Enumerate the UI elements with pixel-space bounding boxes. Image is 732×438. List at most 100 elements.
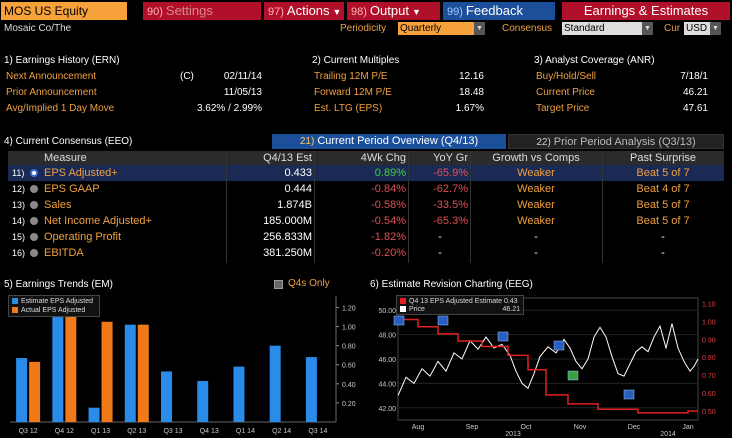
- forward-pe-label: Forward 12M P/E: [314, 87, 392, 98]
- row-growth: Weaker: [517, 167, 555, 179]
- ticker-field[interactable]: MOS US Equity: [1, 2, 127, 20]
- row-radio[interactable]: [30, 233, 38, 241]
- currency-select[interactable]: USD: [684, 22, 710, 35]
- left-tick-label: 42.00: [378, 406, 396, 413]
- event-marker-icon[interactable]: [497, 331, 509, 342]
- currency-dropdown-icon[interactable]: ▼: [710, 22, 721, 35]
- target-price-label: Target Price: [536, 103, 590, 114]
- bar-estimate[interactable]: [161, 371, 172, 422]
- consensus-select[interactable]: Standard: [562, 22, 642, 35]
- earnings-history-title[interactable]: 1) Earnings History (ERN): [4, 55, 120, 66]
- bar-estimate[interactable]: [124, 324, 136, 422]
- right-tick-label: 1.00: [702, 319, 716, 326]
- header-chg[interactable]: 4Wk Chg: [360, 152, 406, 164]
- bar-actual[interactable]: [137, 324, 149, 422]
- event-marker-icon[interactable]: [623, 389, 635, 400]
- x-tick-label: Q2 13: [127, 428, 146, 435]
- row-radio[interactable]: [30, 249, 38, 257]
- legend-actual-label: Actual EPS Adjusted: [21, 307, 86, 314]
- tab-current-label: Current Period Overview (Q4/13): [317, 135, 479, 147]
- settings-button[interactable]: 90) Settings: [143, 2, 261, 20]
- column-divider: [226, 151, 227, 263]
- earnings-trends-legend: Estimate EPS Adjusted Actual EPS Adjuste…: [8, 295, 100, 317]
- bar-estimate[interactable]: [88, 407, 100, 422]
- next-announcement-label: Next Announcement: [6, 71, 97, 82]
- event-marker-icon[interactable]: [553, 340, 565, 351]
- analyst-coverage-title[interactable]: 3) Analyst Coverage (ANR): [534, 55, 655, 66]
- row-index: 11): [12, 168, 25, 178]
- right-tick-label: 0.80: [702, 355, 716, 362]
- current-consensus-title[interactable]: 4) Current Consensus (EEO): [4, 136, 133, 147]
- row-est: 0.444: [284, 183, 312, 195]
- bar-estimate[interactable]: [233, 366, 245, 422]
- event-marker-icon[interactable]: [437, 315, 449, 326]
- bar-estimate[interactable]: [269, 345, 281, 422]
- tab-prior-period[interactable]: 22) Prior Period Analysis (Q3/13): [508, 134, 724, 149]
- consensus-dropdown-icon[interactable]: ▼: [642, 22, 653, 35]
- target-price-value: 47.61: [682, 103, 708, 114]
- buy-hold-sell-value: 7/18/1: [680, 71, 708, 82]
- bar-actual[interactable]: [65, 299, 77, 422]
- row-radio[interactable]: [30, 185, 38, 193]
- ltg-label: Est. LTG (EPS): [314, 103, 383, 114]
- legend-actual: Actual EPS Adjusted: [12, 307, 85, 315]
- row-surprise: Beat 5 of 7: [636, 167, 690, 179]
- table-row[interactable]: 12) EPS GAAP 0.444 -0.84% -62.7% Weaker …: [8, 181, 724, 197]
- table-row[interactable]: 14) Net Income Adjusted+ 185.000M -0.54%…: [8, 213, 724, 229]
- header-growth[interactable]: Growth vs Comps: [492, 152, 580, 164]
- row-growth: Weaker: [517, 199, 555, 211]
- bar-estimate[interactable]: [305, 357, 317, 422]
- q4s-only-checkbox[interactable]: [274, 280, 283, 289]
- table-row[interactable]: 11) EPS Adjusted+ 0.433 0.89% -65.9% Wea…: [8, 165, 724, 181]
- header-measure[interactable]: Measure: [44, 152, 87, 164]
- prior-announcement-label: Prior Announcement: [6, 87, 97, 98]
- earnings-trends-title[interactable]: 5) Earnings Trends (EM): [4, 279, 113, 290]
- row-measure: Sales: [44, 199, 72, 211]
- tab-prior-num: 22): [536, 137, 551, 148]
- revision-chart: 50.00 48.00 46.00 44.00 42.00 1.10 1.00 0.90 0.8…: [368, 292, 730, 438]
- legend-price-value: 46.21: [502, 306, 520, 313]
- periodicity-dropdown-icon[interactable]: ▼: [474, 22, 485, 35]
- row-growth: -: [534, 231, 538, 243]
- bar-estimate[interactable]: [52, 312, 64, 422]
- year-label: 2013: [505, 431, 521, 436]
- tab-current-num: 21): [299, 136, 315, 147]
- bar-estimate[interactable]: [197, 380, 209, 422]
- x-tick-label: Oct: [521, 424, 532, 431]
- row-est: 381.250M: [263, 247, 312, 259]
- bar-actual[interactable]: [101, 321, 113, 422]
- actions-button[interactable]: 97) Actions ▼: [264, 2, 344, 20]
- periodicity-select[interactable]: Quarterly: [398, 22, 474, 35]
- header-est[interactable]: Q4/13 Est: [263, 152, 312, 164]
- row-radio[interactable]: [30, 217, 38, 225]
- header-yoy[interactable]: YoY Gr: [433, 152, 468, 164]
- row-measure: EPS Adjusted+: [44, 167, 118, 179]
- row-growth: -: [534, 247, 538, 259]
- revision-chart-title[interactable]: 6) Estimate Revision Charting (EEG): [370, 279, 533, 290]
- row-chg: -0.84%: [371, 183, 406, 195]
- x-tick-label: Dec: [628, 424, 641, 431]
- legend-actual-swatch: [12, 307, 18, 314]
- bar-actual[interactable]: [29, 361, 41, 422]
- row-radio[interactable]: [30, 201, 38, 209]
- event-marker-icon[interactable]: [567, 370, 579, 381]
- legend-revision-estimate-swatch: [400, 298, 406, 305]
- row-yoy: -65.3%: [433, 215, 468, 227]
- row-radio[interactable]: [30, 169, 38, 177]
- tab-current-period[interactable]: 21) Current Period Overview (Q4/13): [272, 134, 506, 149]
- x-tick-label: Jan: [682, 424, 693, 431]
- table-row[interactable]: 15) Operating Profit 256.833M -1.82% - -…: [8, 229, 724, 245]
- row-index: 16): [12, 248, 26, 258]
- header-surprise[interactable]: Past Surprise: [629, 152, 697, 164]
- x-tick-label: Q1 13: [91, 428, 110, 435]
- bar-estimate[interactable]: [16, 358, 28, 422]
- table-row[interactable]: 13) Sales 1.874B -0.58% -33.5% Weaker Be…: [8, 197, 724, 213]
- actions-num: 97): [268, 6, 284, 18]
- table-header: [8, 151, 724, 165]
- row-chg: -0.20%: [371, 247, 406, 259]
- event-marker-icon[interactable]: [393, 315, 405, 326]
- table-row[interactable]: 16) EBITDA 381.250M -0.20% - - -: [8, 245, 724, 261]
- earnings-trends-svg: Q3 12 Q4 12 Q1 13 Q2 13 Q3 13 Q4 13 Q1 14 Q2 14…: [10, 296, 356, 435]
- feedback-button[interactable]: 99) Feedback: [443, 2, 555, 20]
- output-button[interactable]: 98) Output ▼: [347, 2, 440, 20]
